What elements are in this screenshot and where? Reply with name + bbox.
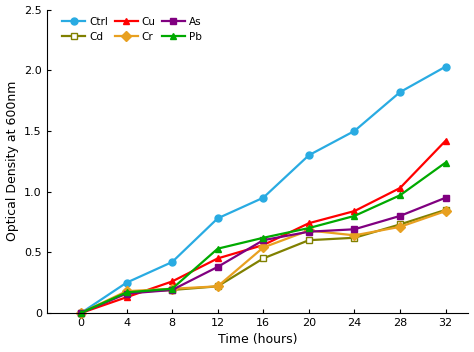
As [352,227,357,231]
Line: Cd: Cd [77,206,449,316]
As [215,265,220,269]
Cr [215,284,220,288]
Legend: Ctrl, Cd, Cu, Cr, As, Pb: Ctrl, Cd, Cu, Cr, As, Pb [60,15,204,44]
Pb [78,311,84,315]
Line: Cu: Cu [77,137,449,316]
Cd [215,284,220,288]
Cr [397,225,403,229]
Ctrl [260,196,266,200]
Cr [352,233,357,238]
Pb [352,214,357,218]
As [78,311,84,315]
As [169,288,175,292]
Cu [443,139,448,143]
Cu [260,243,266,247]
Cu [124,295,129,299]
Cu [306,221,312,225]
As [306,230,312,234]
Cu [78,311,84,315]
Pb [397,193,403,197]
Ctrl [306,153,312,157]
Ctrl [215,216,220,220]
Cu [215,256,220,260]
Line: As: As [77,194,449,316]
Cr [443,209,448,213]
Cd [169,288,175,292]
Cu [352,209,357,213]
Pb [169,287,175,291]
X-axis label: Time (hours): Time (hours) [218,333,297,346]
Cr [306,228,312,233]
Cd [78,311,84,315]
Ctrl [78,311,84,315]
As [124,291,129,296]
Pb [260,235,266,240]
Cd [397,222,403,227]
Cd [124,290,129,295]
Cd [306,238,312,242]
Ctrl [443,64,448,69]
Cr [260,245,266,250]
Pb [215,247,220,251]
Ctrl [169,260,175,264]
Line: Pb: Pb [77,159,449,316]
Line: Ctrl: Ctrl [77,63,449,316]
Cr [124,289,129,293]
Cu [169,279,175,284]
Pb [306,226,312,230]
As [397,214,403,218]
Cr [169,287,175,291]
Y-axis label: Optical Density at 600nm: Optical Density at 600nm [6,81,18,241]
Cd [352,235,357,240]
Cd [443,208,448,212]
Ctrl [397,90,403,94]
Ctrl [124,281,129,285]
As [260,238,266,242]
Cu [397,186,403,190]
As [443,196,448,200]
Pb [443,161,448,165]
Line: Cr: Cr [77,208,449,316]
Pb [124,290,129,295]
Cd [260,256,266,260]
Ctrl [352,129,357,133]
Cr [78,311,84,315]
